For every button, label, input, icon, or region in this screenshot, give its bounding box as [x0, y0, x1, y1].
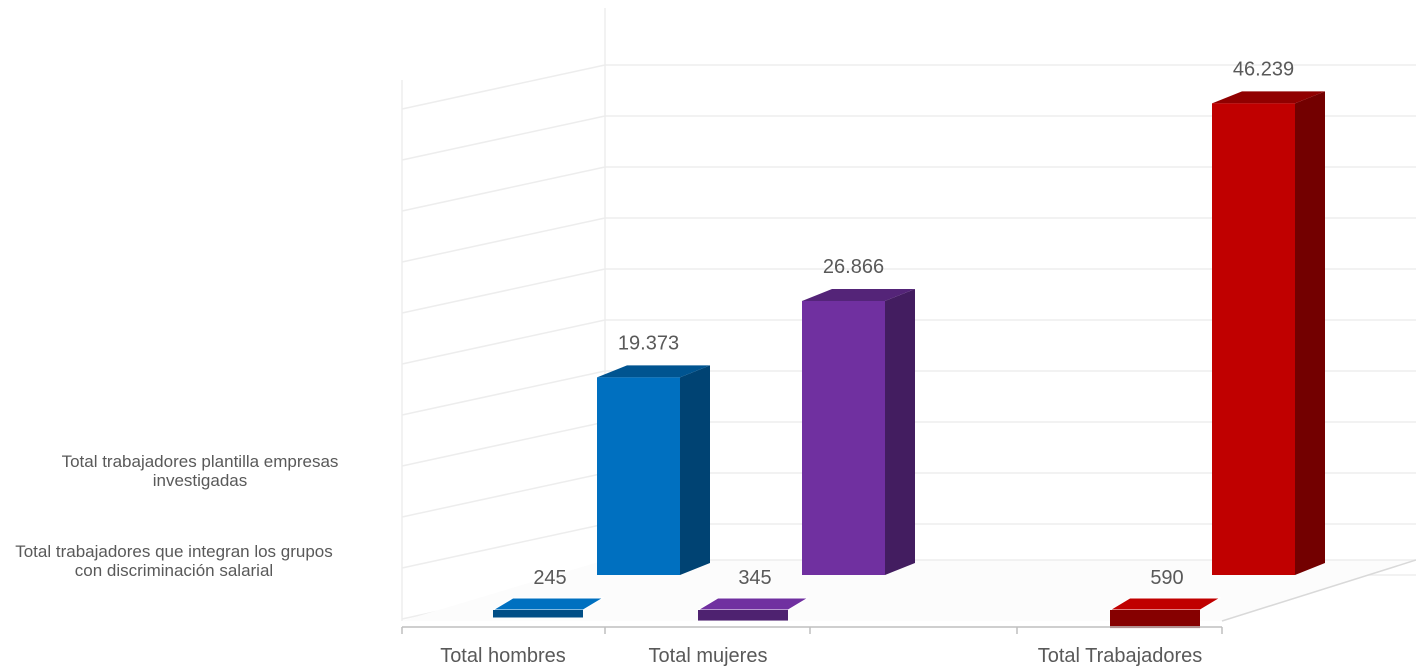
- bar-front-row-0: [491, 597, 605, 618]
- data-label-front: 590: [1150, 567, 1183, 589]
- side-gridline: [401, 421, 606, 467]
- bar-front-row-1: [696, 597, 810, 621]
- slab-top: [1108, 597, 1222, 611]
- bar-front: [1212, 103, 1295, 576]
- side-gridline: [401, 523, 606, 569]
- side-gridline: [401, 472, 606, 518]
- bar-side: [885, 288, 915, 575]
- bar-front: [802, 300, 885, 575]
- side-gridline: [401, 370, 606, 416]
- bar-top: [597, 365, 710, 378]
- x-tick-label: Total Trabajadores: [1038, 645, 1203, 667]
- data-label-back: 26.866: [823, 256, 884, 278]
- side-gridline: [401, 115, 606, 161]
- category-axis: Total hombres Total mujeres Total Trabajad…: [401, 626, 1223, 667]
- slab-top: [696, 597, 810, 611]
- floor-side-edge: [1221, 559, 1416, 622]
- x-tick-label: Total hombres: [440, 645, 566, 667]
- bar-front: [597, 377, 680, 575]
- data-labels: 19.373 26.866 46.239 245 345 590: [533, 58, 1294, 589]
- side-gridline: [401, 217, 606, 263]
- side-gridline: [401, 64, 606, 110]
- data-label-back: 46.239: [1233, 58, 1294, 80]
- side-gridline: [401, 166, 606, 212]
- legend-entry-front-series: Total trabajadores que integran los grup…: [15, 542, 333, 580]
- slab-front: [493, 610, 583, 618]
- bar-back-1: [802, 288, 915, 575]
- bars: [491, 91, 1325, 629]
- legend-entry-back-series: Total trabajadores plantilla empresas in…: [61, 452, 339, 490]
- slab-front: [698, 610, 788, 621]
- bar-top: [1212, 91, 1325, 104]
- slab-top: [491, 597, 605, 611]
- bar-side: [1295, 91, 1325, 576]
- side-gridline: [401, 319, 606, 365]
- data-label-front: 345: [738, 567, 771, 589]
- slab-front: [1110, 610, 1200, 629]
- bar-back-2: [1212, 91, 1325, 576]
- bar-front-row-2: [1108, 597, 1222, 629]
- bar-side: [680, 365, 710, 575]
- x-tick-label: Total mujeres: [649, 645, 768, 667]
- bar-top: [802, 288, 915, 301]
- bar-back-0: [597, 365, 710, 575]
- side-gridline: [401, 268, 606, 314]
- data-label-front: 245: [533, 567, 566, 589]
- data-label-back: 19.373: [618, 332, 679, 354]
